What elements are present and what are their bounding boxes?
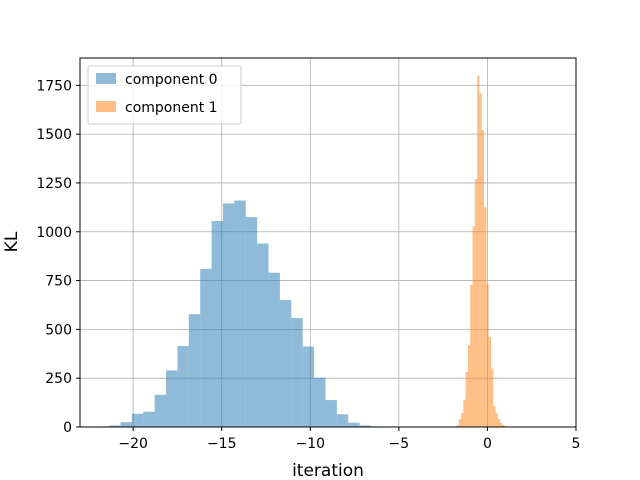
histogram-bar-component-0 [291, 318, 303, 427]
histogram-bar-component-1 [502, 425, 505, 427]
histogram-bar-component-1 [479, 93, 482, 428]
histogram-bar-component-0 [257, 243, 269, 427]
histogram-bar-component-1 [472, 225, 475, 427]
histogram-bar-component-0 [325, 400, 337, 427]
histogram-bar-component-0 [109, 425, 121, 427]
grid-layer [80, 58, 577, 428]
histogram-bar-component-1 [470, 284, 473, 427]
histogram-bar-component-1 [493, 405, 496, 427]
histogram-bar-component-0 [314, 377, 326, 427]
histogram-bar-component-0 [359, 425, 372, 427]
y-tick-label: 250 [45, 371, 72, 387]
histogram-bar-component-1 [456, 425, 459, 427]
legend-label-component-1: component 1 [125, 100, 218, 116]
histogram-bar-component-1 [500, 423, 503, 427]
x-tick-label: −10 [296, 436, 326, 452]
histogram-bar-component-0 [177, 345, 189, 427]
histogram-bar-component-0 [154, 394, 167, 427]
y-tick-label: 750 [45, 274, 72, 290]
x-tick-label: −20 [118, 436, 148, 452]
histogram-bar-component-1 [465, 371, 468, 427]
ticks-layer: −20 −15 −10 −5 0 5 0 250 500 750 1000 1250 1500 1750 [36, 78, 580, 452]
histogram-bar-component-1 [463, 399, 466, 427]
x-tick-label: −15 [207, 436, 237, 452]
histogram-bar-component-0 [222, 203, 235, 427]
x-axis-label: iteration [292, 461, 364, 480]
legend-swatch-component-1 [96, 101, 116, 112]
y-tick-label: 1750 [36, 78, 72, 94]
legend-swatch-component-0 [96, 73, 116, 84]
histogram-bar-component-1 [481, 130, 485, 427]
histogram-bar-component-1 [477, 75, 480, 428]
histogram-bar-component-0 [166, 370, 178, 427]
x-tick-label: 0 [483, 436, 492, 452]
y-axis-label: KL [2, 231, 22, 252]
histogram-bar-component-0 [131, 413, 144, 427]
y-tick-label: 500 [45, 322, 72, 338]
histogram-bar-component-0 [279, 300, 292, 427]
histogram-bar-component-1 [488, 337, 491, 427]
histogram-bar-component-1 [497, 419, 501, 427]
histogram-bar-component-0 [234, 200, 246, 427]
histogram-bar-component-1 [458, 419, 462, 427]
y-tick-label: 1000 [36, 225, 72, 241]
plot-frame [79, 57, 577, 428]
histogram-bar-component-0 [245, 217, 258, 427]
x-tick-label: −5 [389, 436, 410, 452]
histogram-bar-component-0 [200, 268, 212, 427]
legend: component 0 component 1 [87, 65, 242, 125]
histogram-bar-component-0 [120, 422, 132, 427]
x-tick-label: 5 [572, 436, 581, 452]
y-tick-label: 0 [63, 420, 72, 436]
y-tick-label: 1250 [36, 176, 72, 192]
histogram-bar-component-1 [490, 368, 494, 427]
bars-layer [97, 75, 510, 428]
histogram-bar-component-0 [268, 272, 280, 427]
histogram-bar-component-1 [474, 179, 478, 427]
histogram-bar-component-1 [467, 345, 471, 427]
histogram-bar-component-0 [211, 221, 223, 427]
histogram-bar-component-1 [484, 207, 487, 427]
histogram-bar-component-1 [461, 413, 464, 427]
legend-box [87, 65, 242, 125]
histogram-bar-component-0 [302, 346, 315, 427]
histogram-bar-component-1 [495, 413, 498, 427]
legend-label-component-0: component 0 [125, 72, 218, 88]
histogram-bar-component-0 [348, 422, 360, 427]
histogram-bar-component-0 [336, 414, 349, 427]
y-tick-label: 1500 [36, 127, 72, 143]
histogram-bar-component-1 [486, 284, 489, 427]
histogram-bar-component-0 [188, 314, 201, 427]
histogram-bar-component-0 [143, 411, 155, 427]
